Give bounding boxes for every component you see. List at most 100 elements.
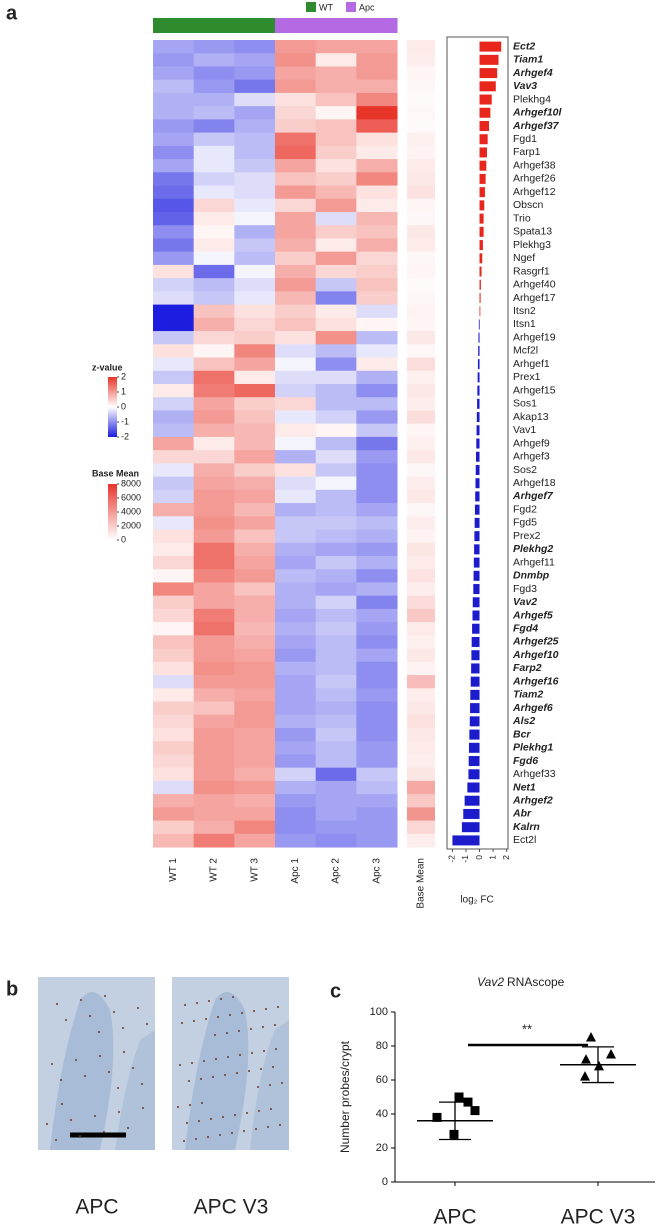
gene-label: Arhgef15 bbox=[513, 384, 556, 396]
heatmap-cell bbox=[275, 727, 317, 742]
chart-title: RNAscope bbox=[507, 975, 565, 989]
base-mean-cell bbox=[407, 635, 435, 650]
heatmap-cell bbox=[356, 304, 398, 319]
heatmap-cell bbox=[315, 463, 357, 478]
bar bbox=[472, 610, 480, 621]
heatmap-cell bbox=[153, 79, 195, 94]
bar bbox=[468, 756, 480, 767]
probe-dot bbox=[142, 1107, 144, 1109]
gene-label: Prex2 bbox=[513, 530, 541, 542]
heatmap-cell bbox=[356, 608, 398, 623]
probe-dot bbox=[46, 1123, 48, 1125]
gene-label: Plekhg2 bbox=[513, 543, 553, 555]
x-axis-label: log₂ FC bbox=[460, 895, 493, 906]
heatmap-cell bbox=[234, 767, 276, 782]
heatmap-cell bbox=[356, 410, 398, 425]
heatmap-cell bbox=[234, 436, 276, 451]
heatmap-cell bbox=[275, 251, 317, 266]
heatmap-cell bbox=[193, 145, 235, 160]
probe-dot bbox=[196, 1002, 198, 1004]
point bbox=[594, 1060, 604, 1071]
gene-label: Kalrn bbox=[513, 821, 540, 833]
legend-label: Apc bbox=[359, 2, 375, 12]
bar bbox=[476, 412, 480, 423]
bar bbox=[479, 94, 492, 105]
base-mean-cell bbox=[407, 79, 435, 94]
heatmap-cell bbox=[315, 833, 357, 848]
heatmap-cell bbox=[193, 172, 235, 187]
base-mean-cell bbox=[407, 357, 435, 372]
heatmap-cell bbox=[356, 172, 398, 187]
heatmap-cell bbox=[193, 833, 235, 848]
heatmap-cell bbox=[356, 780, 398, 795]
heatmap-cell bbox=[153, 463, 195, 478]
gene-label: Fgd3 bbox=[513, 583, 537, 595]
heatmap-cell bbox=[193, 291, 235, 306]
image-label: APC V3 bbox=[194, 1196, 269, 1219]
heatmap-cell bbox=[193, 741, 235, 755]
bar bbox=[479, 253, 483, 264]
heatmap-cell bbox=[315, 555, 357, 570]
heatmap-cell bbox=[153, 410, 195, 425]
heatmap-cell bbox=[356, 807, 398, 822]
gene-label: Bcr bbox=[513, 728, 531, 740]
probe-dot bbox=[207, 1136, 209, 1138]
bar bbox=[474, 531, 480, 542]
heatmap-cell bbox=[356, 450, 398, 464]
heatmap-cell bbox=[153, 516, 195, 531]
heatmap-cell bbox=[153, 145, 195, 160]
base-mean-cell bbox=[407, 555, 435, 570]
probe-dot bbox=[137, 1007, 139, 1009]
gene-label: Vav3 bbox=[513, 80, 537, 92]
heatmap-cell bbox=[234, 331, 276, 345]
probe-dot bbox=[250, 1028, 252, 1030]
heatmap-cell bbox=[315, 53, 357, 67]
heatmap-cell bbox=[234, 225, 276, 239]
probe-dot bbox=[208, 1000, 210, 1002]
heatmap-cell bbox=[315, 542, 357, 557]
micrograph bbox=[38, 977, 155, 1150]
base-mean-cell bbox=[407, 727, 435, 742]
base-mean-cell bbox=[407, 807, 435, 822]
base-mean-cell bbox=[407, 53, 435, 67]
heatmap-cell bbox=[356, 436, 398, 451]
base-mean-cell bbox=[407, 331, 435, 345]
heatmap-cell bbox=[315, 66, 357, 81]
heatmap-cell bbox=[153, 119, 195, 134]
bar bbox=[479, 200, 485, 211]
bar bbox=[469, 716, 480, 727]
heatmap-cell bbox=[275, 66, 317, 81]
heatmap-cell bbox=[234, 675, 276, 689]
base-mean-cell bbox=[407, 370, 435, 385]
probe-dot bbox=[183, 1140, 185, 1142]
heatmap-cell bbox=[275, 820, 317, 835]
heatmap-cell bbox=[153, 741, 195, 755]
heatmap-cell bbox=[153, 727, 195, 742]
heatmap-cell bbox=[315, 331, 357, 345]
gene-label: Fgd6 bbox=[513, 755, 538, 767]
gene-label: Itsn2 bbox=[513, 305, 536, 317]
probe-dot bbox=[70, 1119, 72, 1121]
probe-dot bbox=[123, 1051, 125, 1053]
probe-dot bbox=[279, 1124, 281, 1126]
bar bbox=[479, 279, 481, 290]
heatmap-cell bbox=[193, 794, 235, 808]
heatmap-cell bbox=[356, 463, 398, 478]
bar bbox=[470, 689, 480, 700]
heatmap-cell bbox=[275, 159, 317, 173]
probe-dot bbox=[260, 1068, 262, 1070]
probe-dot bbox=[181, 1022, 183, 1024]
heatmap-cell bbox=[275, 397, 317, 411]
probe-dot bbox=[127, 1127, 129, 1129]
heatmap-cell bbox=[356, 714, 398, 729]
bar bbox=[469, 729, 480, 740]
base-mean-cell bbox=[407, 291, 435, 306]
heatmap-cell bbox=[193, 278, 235, 292]
heatmap-cell bbox=[275, 489, 317, 504]
heatmap-cell bbox=[356, 727, 398, 742]
heatmap-cell bbox=[356, 675, 398, 689]
legend-swatch bbox=[306, 2, 316, 12]
heatmap-cell bbox=[356, 648, 398, 663]
heatmap-cell bbox=[275, 741, 317, 755]
heatmap-cell bbox=[193, 159, 235, 173]
